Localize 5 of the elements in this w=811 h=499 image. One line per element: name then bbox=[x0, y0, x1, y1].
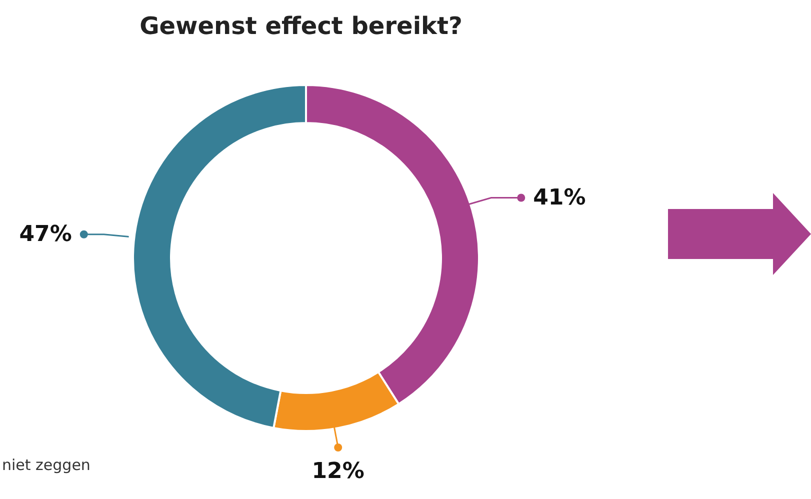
text: niet zeggen bbox=[2, 456, 90, 474]
data-label: 41% bbox=[533, 185, 586, 210]
chart-title: Gewenst effect bereikt? bbox=[138, 12, 464, 40]
data-label: 47% bbox=[19, 222, 72, 247]
data-label: 12% bbox=[312, 458, 364, 484]
